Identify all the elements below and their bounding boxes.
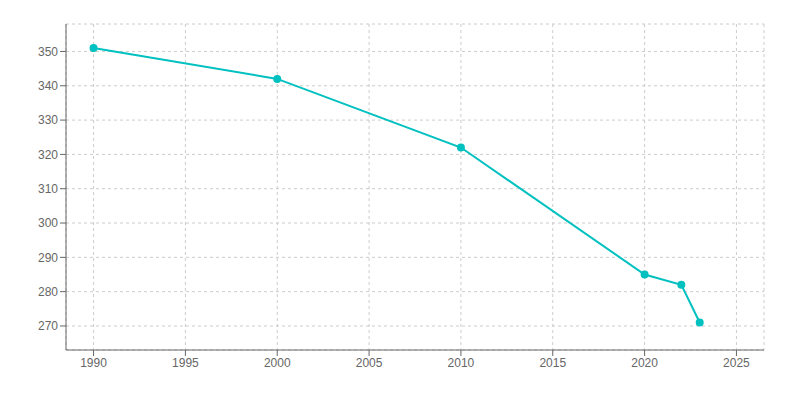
svg-text:330: 330 bbox=[38, 113, 58, 127]
svg-text:2010: 2010 bbox=[448, 356, 475, 370]
svg-text:2000: 2000 bbox=[264, 356, 291, 370]
svg-text:1995: 1995 bbox=[172, 356, 199, 370]
svg-text:1990: 1990 bbox=[80, 356, 107, 370]
svg-text:300: 300 bbox=[38, 216, 58, 230]
svg-text:340: 340 bbox=[38, 79, 58, 93]
svg-text:270: 270 bbox=[38, 319, 58, 333]
svg-text:350: 350 bbox=[38, 45, 58, 59]
svg-text:2025: 2025 bbox=[723, 356, 750, 370]
svg-text:2015: 2015 bbox=[539, 356, 566, 370]
svg-text:310: 310 bbox=[38, 182, 58, 196]
svg-text:280: 280 bbox=[38, 285, 58, 299]
svg-text:290: 290 bbox=[38, 251, 58, 265]
svg-text:2005: 2005 bbox=[356, 356, 383, 370]
svg-text:2020: 2020 bbox=[631, 356, 658, 370]
svg-text:320: 320 bbox=[38, 148, 58, 162]
